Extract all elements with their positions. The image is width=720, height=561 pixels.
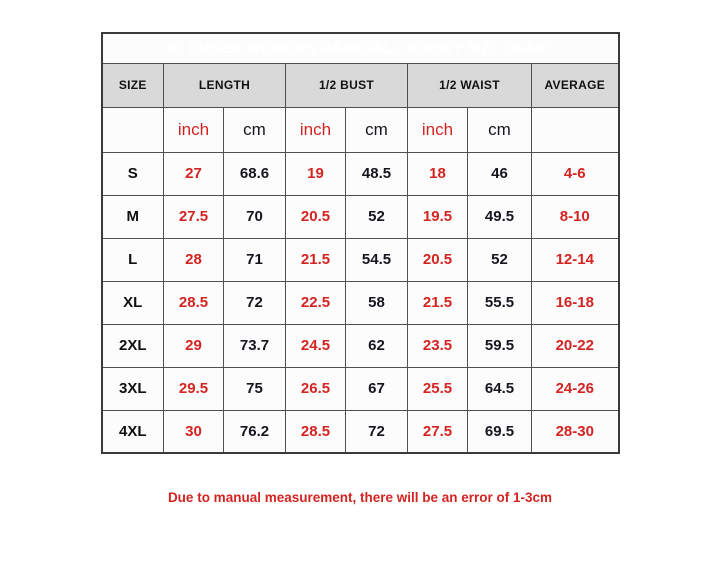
table-row-3xl: 3XL 29.5 75 26.5 67 25.5 64.5 24-26 — [101, 366, 619, 411]
cell-bust-cm: 67 — [345, 366, 408, 411]
table-row-s: S 27 68.6 19 48.5 18 46 4-6 — [101, 151, 619, 196]
column-header-size: SIZE — [101, 62, 164, 108]
cell-length-cm: 73.7 — [223, 323, 286, 368]
cell-length-inch: 27.5 — [163, 194, 224, 239]
unit-header-row: inch cm inch cm inch cm — [101, 106, 619, 153]
unit-spacer-size — [101, 106, 164, 153]
cell-waist-cm: 55.5 — [467, 280, 532, 325]
unit-spacer-average — [531, 106, 619, 153]
cell-waist-cm: 69.5 — [467, 409, 532, 454]
table-row-l: L 28 71 21.5 54.5 20.5 52 12-14 — [101, 237, 619, 282]
cell-waist-inch: 18 — [407, 151, 468, 196]
column-header-half-bust: 1/2 BUST — [285, 62, 408, 108]
unit-header-waist-cm: cm — [467, 106, 532, 153]
cell-average: 24-26 — [531, 366, 619, 411]
cell-size: M — [101, 194, 164, 239]
table-row-xl: XL 28.5 72 22.5 58 21.5 55.5 16-18 — [101, 280, 619, 325]
cell-length-inch: 30 — [163, 409, 224, 454]
cell-bust-inch: 20.5 — [285, 194, 346, 239]
cell-bust-inch: 19 — [285, 151, 346, 196]
cell-size: 4XL — [101, 409, 164, 454]
unit-header-bust-inch: inch — [285, 106, 346, 153]
cell-bust-cm: 58 — [345, 280, 408, 325]
cell-waist-inch: 20.5 — [407, 237, 468, 282]
column-header-average: AVERAGE — [531, 62, 619, 108]
cell-waist-inch: 19.5 — [407, 194, 468, 239]
cell-length-cm: 68.6 — [223, 151, 286, 196]
cell-size: S — [101, 151, 164, 196]
cell-average: 28-30 — [531, 409, 619, 454]
cell-bust-inch: 28.5 — [285, 409, 346, 454]
cell-length-inch: 28.5 — [163, 280, 224, 325]
cell-average: 8-10 — [531, 194, 619, 239]
cell-length-inch: 29 — [163, 323, 224, 368]
cell-waist-cm: 59.5 — [467, 323, 532, 368]
cell-bust-inch: 24.5 — [285, 323, 346, 368]
cell-size: XL — [101, 280, 164, 325]
cell-waist-inch: 27.5 — [407, 409, 468, 454]
column-header-row: SIZE LENGTH 1/2 BUST 1/2 WAIST AVERAGE — [101, 62, 619, 108]
cell-waist-inch: 23.5 — [407, 323, 468, 368]
cell-size: 2XL — [101, 323, 164, 368]
cell-length-cm: 72 — [223, 280, 286, 325]
chart-title: 3D UNISEX WOMEN'S BASEBALL JERSEY SIZE C… — [101, 32, 619, 64]
cell-waist-cm: 64.5 — [467, 366, 532, 411]
cell-average: 4-6 — [531, 151, 619, 196]
cell-bust-cm: 72 — [345, 409, 408, 454]
cell-waist-inch: 25.5 — [407, 366, 468, 411]
column-header-half-waist: 1/2 WAIST — [407, 62, 532, 108]
cell-average: 12-14 — [531, 237, 619, 282]
cell-size: 3XL — [101, 366, 164, 411]
unit-header-waist-inch: inch — [407, 106, 468, 153]
cell-waist-inch: 21.5 — [407, 280, 468, 325]
cell-bust-cm: 48.5 — [345, 151, 408, 196]
cell-bust-inch: 26.5 — [285, 366, 346, 411]
unit-header-length-inch: inch — [163, 106, 224, 153]
cell-size: L — [101, 237, 164, 282]
cell-bust-inch: 22.5 — [285, 280, 346, 325]
cell-waist-cm: 52 — [467, 237, 532, 282]
cell-average: 20-22 — [531, 323, 619, 368]
table-row-2xl: 2XL 29 73.7 24.5 62 23.5 59.5 20-22 — [101, 323, 619, 368]
cell-length-inch: 28 — [163, 237, 224, 282]
table-row-4xl: 4XL 30 76.2 28.5 72 27.5 69.5 28-30 — [101, 409, 619, 454]
unit-header-bust-cm: cm — [345, 106, 408, 153]
unit-header-length-cm: cm — [223, 106, 286, 153]
table-row-m: M 27.5 70 20.5 52 19.5 49.5 8-10 — [101, 194, 619, 239]
size-chart-table: 3D UNISEX WOMEN'S BASEBALL JERSEY SIZE C… — [100, 32, 620, 454]
cell-average: 16-18 — [531, 280, 619, 325]
title-row: 3D UNISEX WOMEN'S BASEBALL JERSEY SIZE C… — [101, 32, 619, 64]
cell-length-cm: 75 — [223, 366, 286, 411]
cell-bust-cm: 52 — [345, 194, 408, 239]
column-header-length: LENGTH — [163, 62, 286, 108]
cell-length-cm: 70 — [223, 194, 286, 239]
cell-waist-cm: 46 — [467, 151, 532, 196]
cell-length-inch: 29.5 — [163, 366, 224, 411]
cell-bust-inch: 21.5 — [285, 237, 346, 282]
cell-bust-cm: 54.5 — [345, 237, 408, 282]
cell-length-cm: 76.2 — [223, 409, 286, 454]
cell-bust-cm: 62 — [345, 323, 408, 368]
size-chart-page: 3D UNISEX WOMEN'S BASEBALL JERSEY SIZE C… — [100, 32, 620, 505]
cell-waist-cm: 49.5 — [467, 194, 532, 239]
cell-length-cm: 71 — [223, 237, 286, 282]
measurement-note: Due to manual measurement, there will be… — [167, 490, 553, 505]
cell-length-inch: 27 — [163, 151, 224, 196]
